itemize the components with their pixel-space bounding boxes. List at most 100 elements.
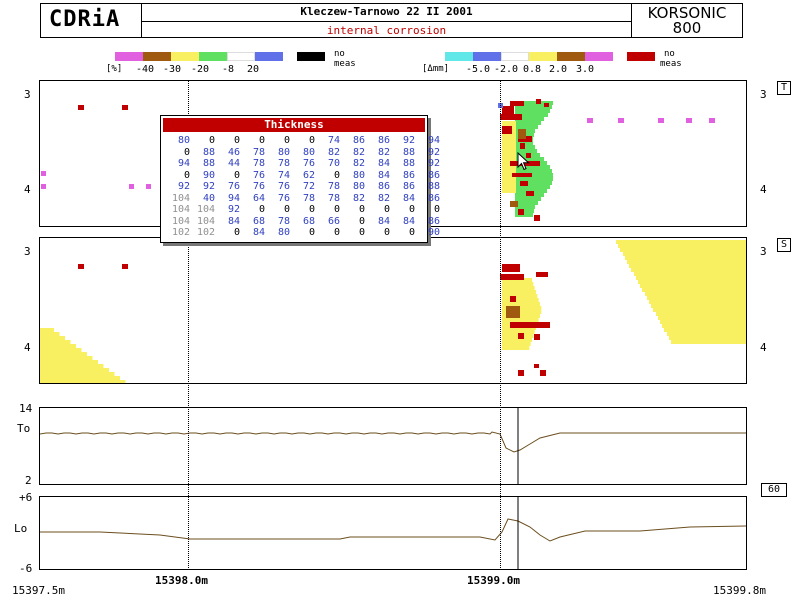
thickness-cell: 66 [327, 215, 340, 227]
corrosion-cell [40, 348, 82, 352]
corrosion-cell [515, 165, 550, 169]
thickness-cell: 70 [327, 158, 340, 169]
corrosion-cell [502, 264, 520, 272]
thickness-popup[interactable]: Thickness 80 0 0 0 0 0 74 86 86 92 94 0 88 46 78 80 80 82… [160, 115, 440, 243]
corrosion-cell [515, 117, 544, 121]
corrosion-cell [636, 276, 746, 280]
corrosion-cell [658, 316, 746, 320]
legend-right-nomeas-2: meas [660, 59, 682, 69]
thickness-cell: 78 [277, 215, 290, 227]
corrosion-cell [502, 338, 532, 342]
panel-to-ymin: 2 [25, 474, 32, 487]
corrosion-cell [667, 332, 746, 336]
thickness-cell: 86 [402, 181, 415, 192]
thickness-cell: 74 [327, 135, 340, 146]
thickness-cell: 0 [258, 204, 265, 215]
axis-start: 15397.5m [12, 584, 65, 597]
thickness-cell: 82 [352, 192, 365, 204]
corrosion-cell [502, 330, 535, 334]
thickness-cell: 0 [308, 227, 315, 238]
corrosion-cell [506, 306, 520, 318]
thickness-cell: 80 [302, 146, 315, 158]
thickness-row: 94 88 44 78 78 76 70 82 84 88 92 [165, 158, 440, 170]
thickness-row: 104 104 92 0 0 0 0 0 0 0 0 [165, 204, 440, 216]
corrosion-cell [502, 145, 516, 149]
panel-t-marker[interactable]: T [777, 81, 791, 95]
corrosion-cell [618, 244, 746, 248]
legend-left-swatch-3 [171, 52, 199, 61]
corrosion-cell [502, 121, 516, 125]
legend-left-label-3: -20 [191, 64, 210, 75]
panel-to-value-box[interactable]: 60 [761, 483, 787, 497]
corrosion-cell [645, 292, 746, 296]
corrosion-cell [502, 286, 535, 290]
thickness-cell: 92 [402, 135, 415, 146]
panel-s[interactable] [39, 237, 747, 384]
thickness-cell: 0 [233, 135, 240, 146]
thickness-row: 0 90 0 76 74 62 0 80 84 86 86 [165, 170, 440, 182]
legend-left-swatch-4 [199, 52, 227, 61]
legend-left-nomeas-swatch [297, 52, 325, 61]
corrosion-cell [502, 189, 516, 193]
corrosion-cell [515, 125, 538, 129]
thickness-cell: 78 [277, 158, 290, 169]
corrosion-cell [638, 280, 746, 284]
legend-right-swatch-2 [473, 52, 501, 61]
thickness-cell: 76 [252, 181, 265, 192]
corrosion-cell [515, 209, 534, 213]
thickness-cell: 94 [427, 135, 440, 146]
thickness-cell: 84 [377, 158, 390, 169]
legend-left-swatch-5 [227, 52, 255, 61]
corrosion-cell [502, 306, 542, 310]
panel-t-tick-top: 3 [24, 88, 31, 101]
thickness-cell: 86 [377, 181, 390, 192]
panel-s-tick-bottom: 4 [24, 341, 31, 354]
corrosion-cell [502, 126, 512, 134]
corrosion-cell [40, 328, 54, 332]
thickness-cell: 92 [427, 158, 440, 169]
corrosion-cell [40, 356, 93, 360]
thickness-cell: 92 [427, 146, 440, 158]
panel-t-tick-bottom-right: 4 [760, 183, 767, 196]
corrosion-cell [671, 340, 746, 344]
corrosion-cell [518, 209, 524, 215]
panel-to-label: To [17, 422, 31, 435]
legend-right-label-1: -5.0 [466, 64, 491, 75]
legend-left-label-5: 20 [247, 64, 260, 75]
legend-right-swatch-6 [585, 52, 613, 61]
corrosion-cell [515, 201, 538, 205]
thickness-cell: 104 [171, 204, 190, 215]
panel-t-map [41, 99, 715, 221]
corrosion-cell [40, 372, 115, 376]
corrosion-cell [515, 157, 544, 161]
thickness-table: 80 0 0 0 0 0 74 86 86 92 94 0 88 46 78 80 80 82 82 82 88 92 94… [165, 135, 440, 239]
defect-mark [709, 118, 715, 123]
corrosion-cell [502, 177, 516, 181]
thickness-cell: 76 [277, 181, 290, 192]
thickness-popup-title: Thickness [163, 118, 425, 132]
corrosion-cell [500, 274, 524, 280]
thickness-cell: 80 [277, 146, 290, 158]
corrosion-cell [515, 181, 552, 185]
panel-to[interactable] [39, 407, 747, 485]
logo-box: CDRiA [40, 3, 142, 38]
legend-right-swatch-4 [529, 52, 557, 61]
panel-t-tick-top-right: 3 [760, 88, 767, 101]
corrosion-cell [634, 272, 746, 276]
thickness-cell: 74 [277, 169, 290, 181]
thickness-cell: 0 [383, 227, 390, 238]
thickness-cell: 0 [333, 227, 340, 238]
legend-left-nomeas-1: no [334, 49, 345, 59]
corrosion-cell [629, 264, 746, 268]
corrosion-cell [502, 106, 514, 114]
panel-s-marker[interactable]: S [777, 238, 791, 252]
corrosion-cell [544, 103, 549, 107]
corrosion-cell [515, 101, 553, 105]
corrosion-cell [616, 240, 746, 244]
thickness-cell: 68 [302, 215, 315, 227]
panel-lo[interactable] [39, 496, 747, 570]
corrosion-cell [620, 248, 746, 252]
thickness-cell: 80 [177, 135, 190, 146]
corrosion-cell [518, 333, 524, 339]
corrosion-cell [502, 346, 530, 350]
